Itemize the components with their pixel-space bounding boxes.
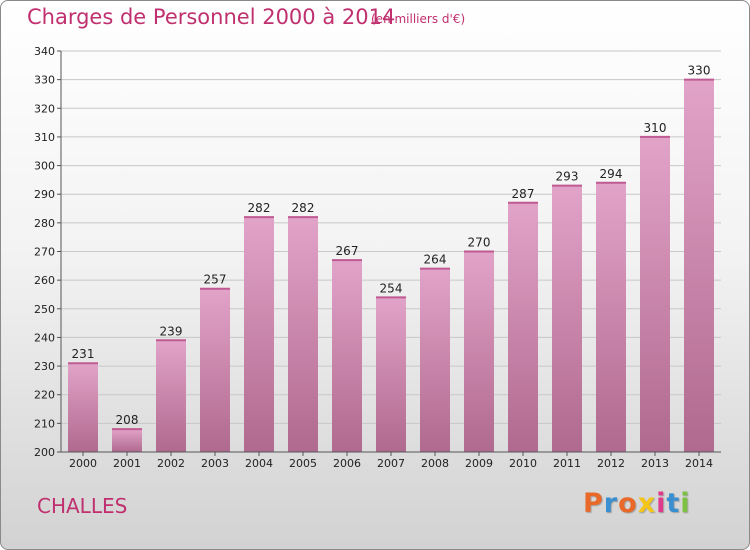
data-label: 287 (512, 187, 535, 201)
y-tick-label: 300 (34, 160, 55, 173)
x-tick-label: 2011 (553, 457, 581, 470)
data-label: 270 (468, 236, 491, 250)
y-tick-label: 200 (34, 446, 55, 459)
data-label: 293 (556, 170, 579, 184)
data-label: 267 (336, 244, 359, 258)
x-tick-label: 2006 (333, 457, 361, 470)
x-tick-label: 2000 (69, 457, 97, 470)
logo-letter: P (583, 488, 604, 519)
proxiti-logo[interactable]: Proxiti (583, 488, 691, 519)
data-label: 282 (292, 201, 315, 215)
x-tick-label: 2012 (597, 457, 625, 470)
data-label: 239 (160, 324, 183, 338)
labels: 200 210 220 230 240 250 260 270 280 290 300 310 320 3… (34, 45, 713, 470)
bar (332, 260, 362, 452)
x-tick-label: 2013 (641, 457, 669, 470)
y-tick-label: 220 (34, 389, 55, 402)
y-tick-label: 280 (34, 217, 55, 230)
axes (57, 50, 721, 456)
data-label: 231 (72, 347, 95, 361)
bar (376, 297, 406, 452)
chart-title: Charges de Personnel 2000 à 2014 (27, 5, 396, 29)
x-tick-label: 2003 (201, 457, 229, 470)
y-tick-label: 270 (34, 246, 55, 259)
data-label: 294 (600, 167, 623, 181)
bars (68, 78, 714, 453)
bar (244, 217, 274, 452)
y-tick-label: 210 (34, 417, 55, 430)
bar (508, 202, 538, 452)
x-tick-label: 2005 (289, 457, 317, 470)
y-tick-label: 320 (34, 102, 55, 115)
x-tick-label: 2014 (685, 457, 713, 470)
bar (640, 136, 670, 452)
data-label: 282 (248, 201, 271, 215)
data-label: 208 (116, 413, 139, 427)
y-tick-label: 230 (34, 360, 55, 373)
x-tick-label: 2002 (157, 457, 185, 470)
logo-letter: t (666, 488, 681, 519)
data-label: 330 (688, 64, 711, 78)
data-label: 310 (644, 121, 667, 135)
x-tick-label: 2010 (509, 457, 537, 470)
x-tick-label: 2009 (465, 457, 493, 470)
x-tick-label: 2004 (245, 457, 273, 470)
y-tick-label: 330 (34, 74, 55, 87)
logo-letter: i (656, 488, 667, 519)
data-label: 254 (380, 281, 403, 295)
y-tick-label: 310 (34, 131, 55, 144)
x-tick-label: 2007 (377, 457, 405, 470)
y-tick-label: 260 (34, 274, 55, 287)
bar (288, 217, 318, 452)
logo-letter: r (603, 488, 619, 519)
data-label: 264 (424, 253, 447, 267)
y-tick-label: 290 (34, 188, 55, 201)
bar (552, 185, 582, 452)
bar (420, 268, 450, 452)
logo-letter: i (680, 488, 691, 519)
bar (684, 79, 714, 453)
bar (464, 251, 494, 452)
data-label: 257 (204, 273, 227, 287)
bar (596, 182, 626, 452)
bar (68, 363, 98, 452)
y-tick-label: 240 (34, 331, 55, 344)
bar (112, 429, 142, 452)
bar (156, 340, 186, 452)
x-tick-label: 2001 (113, 457, 141, 470)
y-tick-label: 250 (34, 303, 55, 316)
bar (200, 288, 230, 452)
logo-letter: o (618, 488, 638, 519)
chart-subtitle: (en milliers d'€) (371, 12, 466, 26)
y-tick-label: 340 (34, 45, 55, 58)
logo-letter: x (637, 488, 657, 519)
place-name: CHALLES (37, 494, 128, 518)
x-tick-label: 2008 (421, 457, 449, 470)
